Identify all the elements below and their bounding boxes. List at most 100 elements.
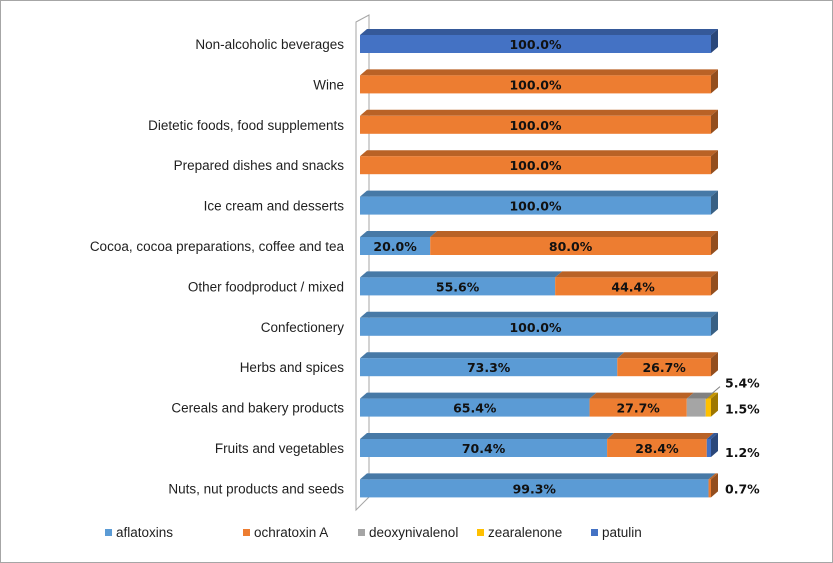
bar-segment bbox=[360, 439, 608, 457]
bar-side-face bbox=[711, 150, 718, 175]
legend-swatch bbox=[591, 529, 598, 536]
bar-row bbox=[360, 69, 718, 94]
value-labels: 100.0% 100.0% 100.0% 100.0% 100.0% 20.0% 80.0%… bbox=[373, 37, 760, 496]
bar-side-face bbox=[711, 190, 718, 215]
legend-swatch bbox=[243, 529, 250, 536]
bar-segment bbox=[360, 156, 711, 175]
bar-side-face bbox=[711, 109, 718, 134]
bar-segment-top bbox=[360, 231, 438, 237]
bar-side-face bbox=[711, 433, 718, 457]
bar-row bbox=[360, 473, 718, 498]
bar-segment-top bbox=[617, 352, 718, 359]
bar-segment-top bbox=[360, 433, 615, 439]
bar-segment bbox=[360, 75, 711, 94]
outside-value-label: 0.7% bbox=[725, 481, 760, 496]
bar-side-face bbox=[711, 69, 718, 94]
bar-segment-top bbox=[555, 271, 718, 278]
bar-row bbox=[360, 392, 718, 417]
bar-row bbox=[360, 271, 718, 296]
bar-row bbox=[360, 190, 718, 215]
bar-side-face bbox=[711, 311, 718, 336]
legend-label: zearalenone bbox=[488, 525, 562, 540]
bar-segment-top bbox=[686, 392, 713, 399]
bar-segment-top bbox=[360, 150, 718, 157]
category-label: Prepared dishes and snacks bbox=[174, 158, 345, 173]
bar-segment-top bbox=[360, 473, 716, 480]
bar-segment-top bbox=[589, 392, 694, 399]
bar-segment bbox=[360, 277, 556, 296]
category-label: Herbs and spices bbox=[240, 360, 345, 375]
bar-side-face bbox=[711, 29, 718, 53]
bar-segment-top bbox=[360, 271, 563, 278]
legend-item: aflatoxins bbox=[105, 525, 173, 540]
bar-segment-top bbox=[430, 231, 718, 237]
value-label: 27.7% bbox=[616, 401, 660, 416]
legend-item: zearalenone bbox=[477, 525, 562, 540]
bar-segment bbox=[360, 35, 711, 53]
value-label: 100.0% bbox=[509, 320, 562, 335]
legend-item: deoxynivalenol bbox=[358, 525, 458, 540]
value-label: 65.4% bbox=[453, 401, 497, 416]
bar-side-face bbox=[711, 231, 718, 255]
bar-side-face bbox=[711, 473, 718, 498]
bar-segment-top bbox=[360, 392, 597, 399]
value-label: 70.4% bbox=[462, 441, 506, 456]
category-label: Dietetic foods, food supplements bbox=[148, 118, 344, 133]
value-label: 80.0% bbox=[549, 239, 593, 254]
bar-segment-top bbox=[360, 109, 718, 116]
legend-swatch bbox=[105, 529, 112, 536]
legend-label: aflatoxins bbox=[116, 525, 173, 540]
value-label: 100.0% bbox=[509, 118, 562, 133]
bar-row bbox=[360, 109, 718, 134]
category-label: Fruits and vegetables bbox=[215, 441, 344, 456]
bar-segment bbox=[705, 398, 711, 417]
legend-label: deoxynivalenol bbox=[369, 525, 458, 540]
bar-segment-top bbox=[708, 473, 718, 480]
bar-row bbox=[360, 29, 718, 53]
bar-segment bbox=[360, 115, 711, 134]
leader-line bbox=[705, 386, 721, 399]
value-label: 100.0% bbox=[509, 158, 562, 173]
bar-segment bbox=[360, 358, 618, 377]
legend-item: ochratoxin A bbox=[243, 525, 328, 540]
legend-label: ochratoxin A bbox=[254, 525, 328, 540]
category-label: Non-alcoholic beverages bbox=[195, 37, 344, 52]
bar-segment bbox=[686, 398, 706, 417]
value-label: 100.0% bbox=[509, 77, 562, 92]
bar-segment-top bbox=[360, 311, 718, 318]
value-label: 26.7% bbox=[642, 360, 686, 375]
category-label: Cereals and bakery products bbox=[171, 401, 344, 416]
bar-segment bbox=[360, 196, 711, 215]
bar-row bbox=[360, 311, 718, 336]
category-label: Cocoa, cocoa preparations, coffee and te… bbox=[90, 239, 345, 254]
bar-row bbox=[360, 433, 718, 457]
bar-segment bbox=[360, 398, 590, 417]
category-label: Wine bbox=[313, 77, 344, 92]
legend-item: patulin bbox=[591, 525, 642, 540]
bar-segment bbox=[555, 277, 711, 296]
bar-segment-top bbox=[360, 190, 718, 197]
bar-segment bbox=[430, 237, 711, 255]
bar-segment bbox=[706, 439, 711, 457]
bars bbox=[360, 29, 718, 498]
bar-row bbox=[360, 352, 718, 377]
category-label: Ice cream and desserts bbox=[204, 199, 345, 214]
category-label: Confectionery bbox=[261, 320, 345, 335]
bar-segment bbox=[360, 317, 711, 336]
bar-side-face bbox=[711, 392, 718, 417]
bar-segment bbox=[708, 479, 711, 498]
legend-swatch bbox=[358, 529, 365, 536]
category-labels: Non-alcoholic beverages Wine Dietetic food… bbox=[90, 37, 345, 496]
legend: aflatoxins ochratoxin A deoxynivalenol zear… bbox=[105, 525, 642, 540]
bar-segment bbox=[617, 358, 711, 377]
bar-row bbox=[360, 231, 718, 255]
value-label: 44.4% bbox=[611, 279, 655, 294]
bar-segment-top bbox=[360, 69, 718, 76]
value-label: 28.4% bbox=[635, 441, 679, 456]
bar-segment-top bbox=[705, 392, 718, 399]
bar-side-face bbox=[711, 271, 718, 296]
outside-value-label: 1.5% bbox=[725, 402, 760, 417]
bar-segment bbox=[360, 479, 709, 498]
bar-segment-top bbox=[360, 352, 625, 359]
